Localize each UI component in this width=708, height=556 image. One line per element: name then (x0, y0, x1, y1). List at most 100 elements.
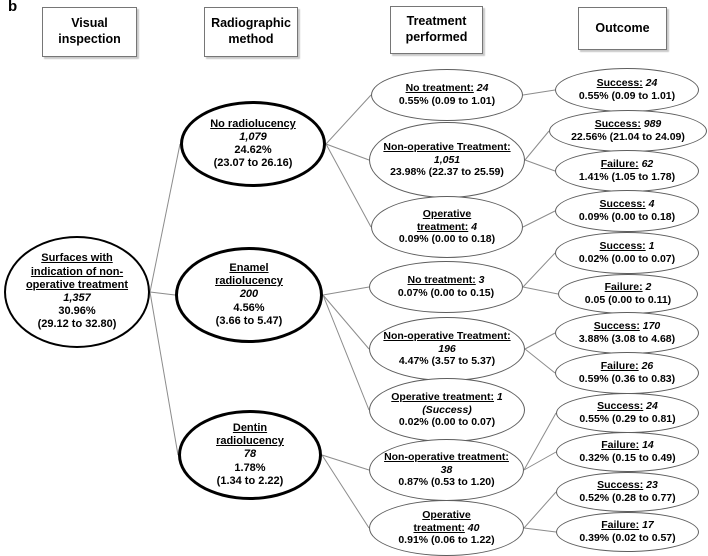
node-count: 78 (243, 448, 257, 461)
node-no-treatment-3: No treatment: 3 0.07% (0.00 to 0.15) (369, 261, 523, 313)
node-label: Enamel radiolucency (215, 262, 283, 288)
node-count: 14 (642, 439, 654, 452)
node-stats: 0.52% (0.28 to 0.77) (579, 492, 676, 504)
node-count: 62 (641, 158, 654, 171)
node-title: Success: 1 (600, 240, 655, 253)
node-label: Non-operative Treatment: (383, 140, 511, 153)
node-label: Non-operative Treatment: (383, 329, 511, 342)
node-count: 4 (471, 220, 478, 233)
node-count: 17 (642, 519, 654, 532)
node-label: Success: (597, 400, 644, 413)
node-title: Surfaces with indication of non-operativ… (20, 252, 134, 305)
node-count: 24 (476, 82, 489, 95)
column-header-outcome: Outcome (578, 7, 667, 50)
node-title: Enamel radiolucency 200 (203, 262, 295, 302)
node-stats: 0.07% (0.00 to 0.15) (397, 287, 495, 299)
node-stats: 0.87% (0.53 to 1.20) (398, 476, 495, 489)
node-label: Failure: (600, 158, 639, 171)
node-non-operative-treatment-1051: Non-operative Treatment: 1,051 23.98% (2… (369, 122, 525, 198)
node-count: 2 (645, 281, 652, 294)
node-label: Failure: (604, 281, 643, 294)
connector-lines (149, 89, 559, 533)
connector-line (523, 527, 557, 533)
node-count: 1 (648, 240, 655, 253)
column-header-treatment-performed: Treatment performed (390, 6, 483, 54)
node-outcome-failure-14: Failure: 14 0.32% (0.15 to 0.49) (556, 432, 699, 472)
connector-line (524, 130, 550, 161)
node-title: Failure: 14 (601, 439, 654, 452)
connector-line (522, 210, 556, 228)
connector-line (149, 291, 176, 296)
node-title: Success: 170 (594, 320, 661, 333)
node-label: No treatment: (407, 274, 476, 287)
connector-line (325, 143, 370, 161)
node-count: 170 (642, 320, 661, 333)
connector-line (149, 143, 181, 293)
node-label: Operative treatment: (413, 508, 471, 534)
node-count: 23 (646, 479, 658, 492)
node-title: Dentin radiolucency 78 (204, 422, 296, 462)
connector-line (523, 451, 557, 471)
node-outcome-failure-17: Failure: 17 0.39% (0.02 to 0.57) (556, 512, 699, 552)
node-label: Success: (593, 320, 640, 333)
connector-line (322, 294, 370, 411)
node-stats: 0.05 (0.00 to 0.11) (584, 294, 672, 306)
connector-line (522, 89, 556, 96)
node-label: Non-operative treatment: (384, 450, 509, 463)
node-title: Success: 23 (597, 479, 658, 492)
node-operative-treatment-1-success: Operative treatment: 1 (Success) 0.02% (… (369, 378, 525, 442)
node-title: Failure: 62 (601, 158, 654, 171)
connector-line (325, 94, 372, 145)
node-title: No radiolucency 1,079 (210, 118, 296, 144)
node-stats: 1.78% (234, 461, 266, 474)
node-count: 4 (648, 198, 655, 211)
node-no-radiolucency: No radiolucency 1,079 24.62% (23.07 to 2… (180, 101, 326, 187)
connector-line (524, 332, 556, 350)
connector-line (524, 348, 556, 374)
node-outcome-failure-2: Failure: 2 0.05 (0.00 to 0.11) (558, 274, 698, 314)
node-outcome-success-24-a: Success: 24 0.55% (0.09 to 1.01) (555, 68, 699, 112)
node-title: Success: 24 (597, 77, 658, 90)
node-stats: (3.66 to 5.47) (215, 314, 283, 327)
node-stats: (29.12 to 32.80) (37, 318, 117, 331)
node-title: Operative treatment: 1 (Success) (378, 391, 516, 417)
node-enamel-radiolucency: Enamel radiolucency 200 4.56% (3.66 to 5… (175, 247, 323, 343)
node-stats: 22.56% (21.04 to 24.09) (571, 131, 685, 143)
node-title: Failure: 26 (601, 360, 654, 373)
node-stats: 0.09% (0.00 to 0.18) (578, 211, 676, 223)
connector-line (322, 294, 370, 350)
node-label: Success: (599, 198, 646, 211)
node-label: Success: (596, 77, 643, 90)
node-count: 3 (478, 274, 485, 287)
node-stats: 4.47% (3.57 to 5.37) (398, 355, 496, 368)
node-stats: (1.34 to 2.22) (216, 474, 284, 487)
node-title: Operative treatment: 40 (401, 509, 493, 535)
node-outcome-failure-26: Failure: 26 0.59% (0.36 to 0.83) (555, 352, 699, 394)
node-count: 1,051 (433, 153, 461, 166)
node-stats: 1.41% (1.05 to 1.78) (578, 171, 676, 183)
node-label: Operative treatment: (416, 207, 472, 233)
node-label: No radiolucency (210, 117, 296, 130)
node-count: 24 (646, 400, 658, 413)
node-non-operative-treatment-38: Non-operative treatment: 38 0.87% (0.53 … (369, 439, 524, 501)
node-count: 989 (643, 118, 662, 131)
node-label: Failure: (601, 439, 640, 452)
node-title: No treatment: 3 (407, 274, 484, 287)
node-outcome-success-24-b: Success: 24 0.55% (0.29 to 0.81) (556, 393, 699, 433)
connector-line (149, 291, 179, 456)
node-stats: 0.39% (0.02 to 0.57) (579, 532, 676, 544)
node-root-surfaces: Surfaces with indication of non-operativ… (4, 236, 150, 348)
column-header-visual-inspection: Visual inspection (42, 7, 137, 57)
node-label: Success: (599, 240, 646, 253)
node-outcome-success-4: Success: 4 0.09% (0.00 to 0.18) (555, 190, 699, 232)
node-count: 38 (440, 463, 453, 476)
node-label: Failure: (600, 360, 639, 373)
node-operative-treatment-4: Operative treatment: 4 0.09% (0.00 to 0.… (371, 196, 523, 258)
node-count: 26 (641, 360, 654, 373)
node-stats: 30.96% (58, 305, 96, 318)
node-title: Non-operative Treatment: 196 (378, 330, 516, 356)
node-non-operative-treatment-196: Non-operative Treatment: 196 4.47% (3.57… (369, 317, 525, 381)
node-label: No treatment: (405, 82, 474, 95)
